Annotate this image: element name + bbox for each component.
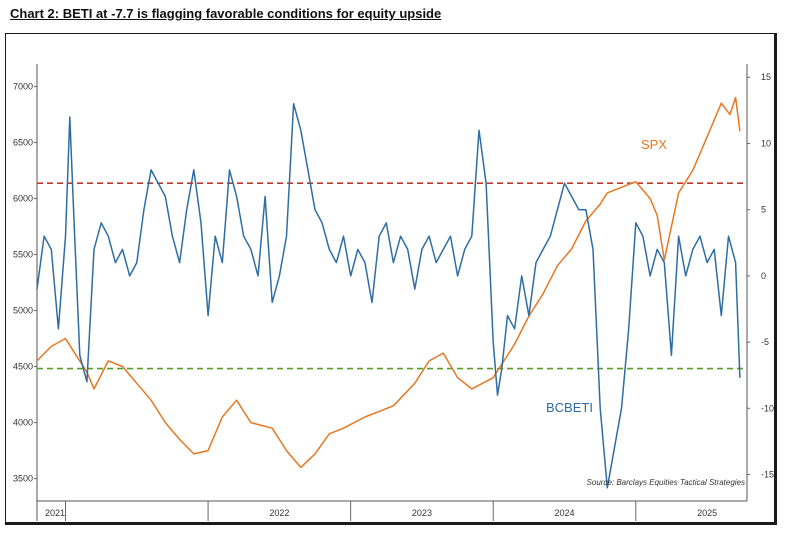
left-axis-tick-label: 6000: [13, 193, 33, 203]
spx-series-label: SPX: [641, 137, 667, 152]
right-axis-tick-label: -5: [761, 337, 769, 347]
right-axis-tick-label: 10: [761, 138, 771, 148]
left-axis-tick-label: 6500: [13, 137, 33, 147]
bcbeti-series-label: BCBETI: [546, 400, 593, 415]
right-axis-tick-label: 15: [761, 72, 771, 82]
x-axis-tick-label: 2021: [45, 508, 65, 518]
left-axis-tick-label: 5500: [13, 249, 33, 259]
right-axis-tick-label: 0: [761, 271, 766, 281]
chart-title: Chart 2: BETI at -7.7 is flagging favora…: [10, 6, 442, 21]
x-axis-tick-label: 2022: [269, 508, 289, 518]
left-axis-tick-label: 4500: [13, 362, 33, 372]
spx-series-line: [36, 96, 741, 469]
left-axis-tick-label: 5000: [13, 306, 33, 316]
left-axis-tick-label: 3500: [13, 474, 33, 484]
right-axis-tick-label: -15: [761, 470, 774, 480]
x-axis-tick-label: 2025: [697, 508, 717, 518]
left-axis-tick-label: 4000: [13, 418, 33, 428]
chart-panel: 3500 4000 4500 5000 5500 6000 6500 7000 15 10 5 0 -5…: [5, 33, 777, 525]
right-axis-tick-label: -10: [761, 403, 774, 413]
bcbeti-series-line: [36, 102, 741, 489]
left-axis-tick-label: 7000: [13, 81, 33, 91]
line-chart: 3500 4000 4500 5000 5500 6000 6500 7000 15 10 5 0 -5…: [13, 64, 774, 521]
x-axis-tick-label: 2024: [554, 508, 574, 518]
x-axis-tick-label: 2023: [412, 508, 432, 518]
source-note: Source: Barclays Equities Tactical Strat…: [587, 478, 745, 487]
right-axis-tick-label: 5: [761, 205, 766, 215]
